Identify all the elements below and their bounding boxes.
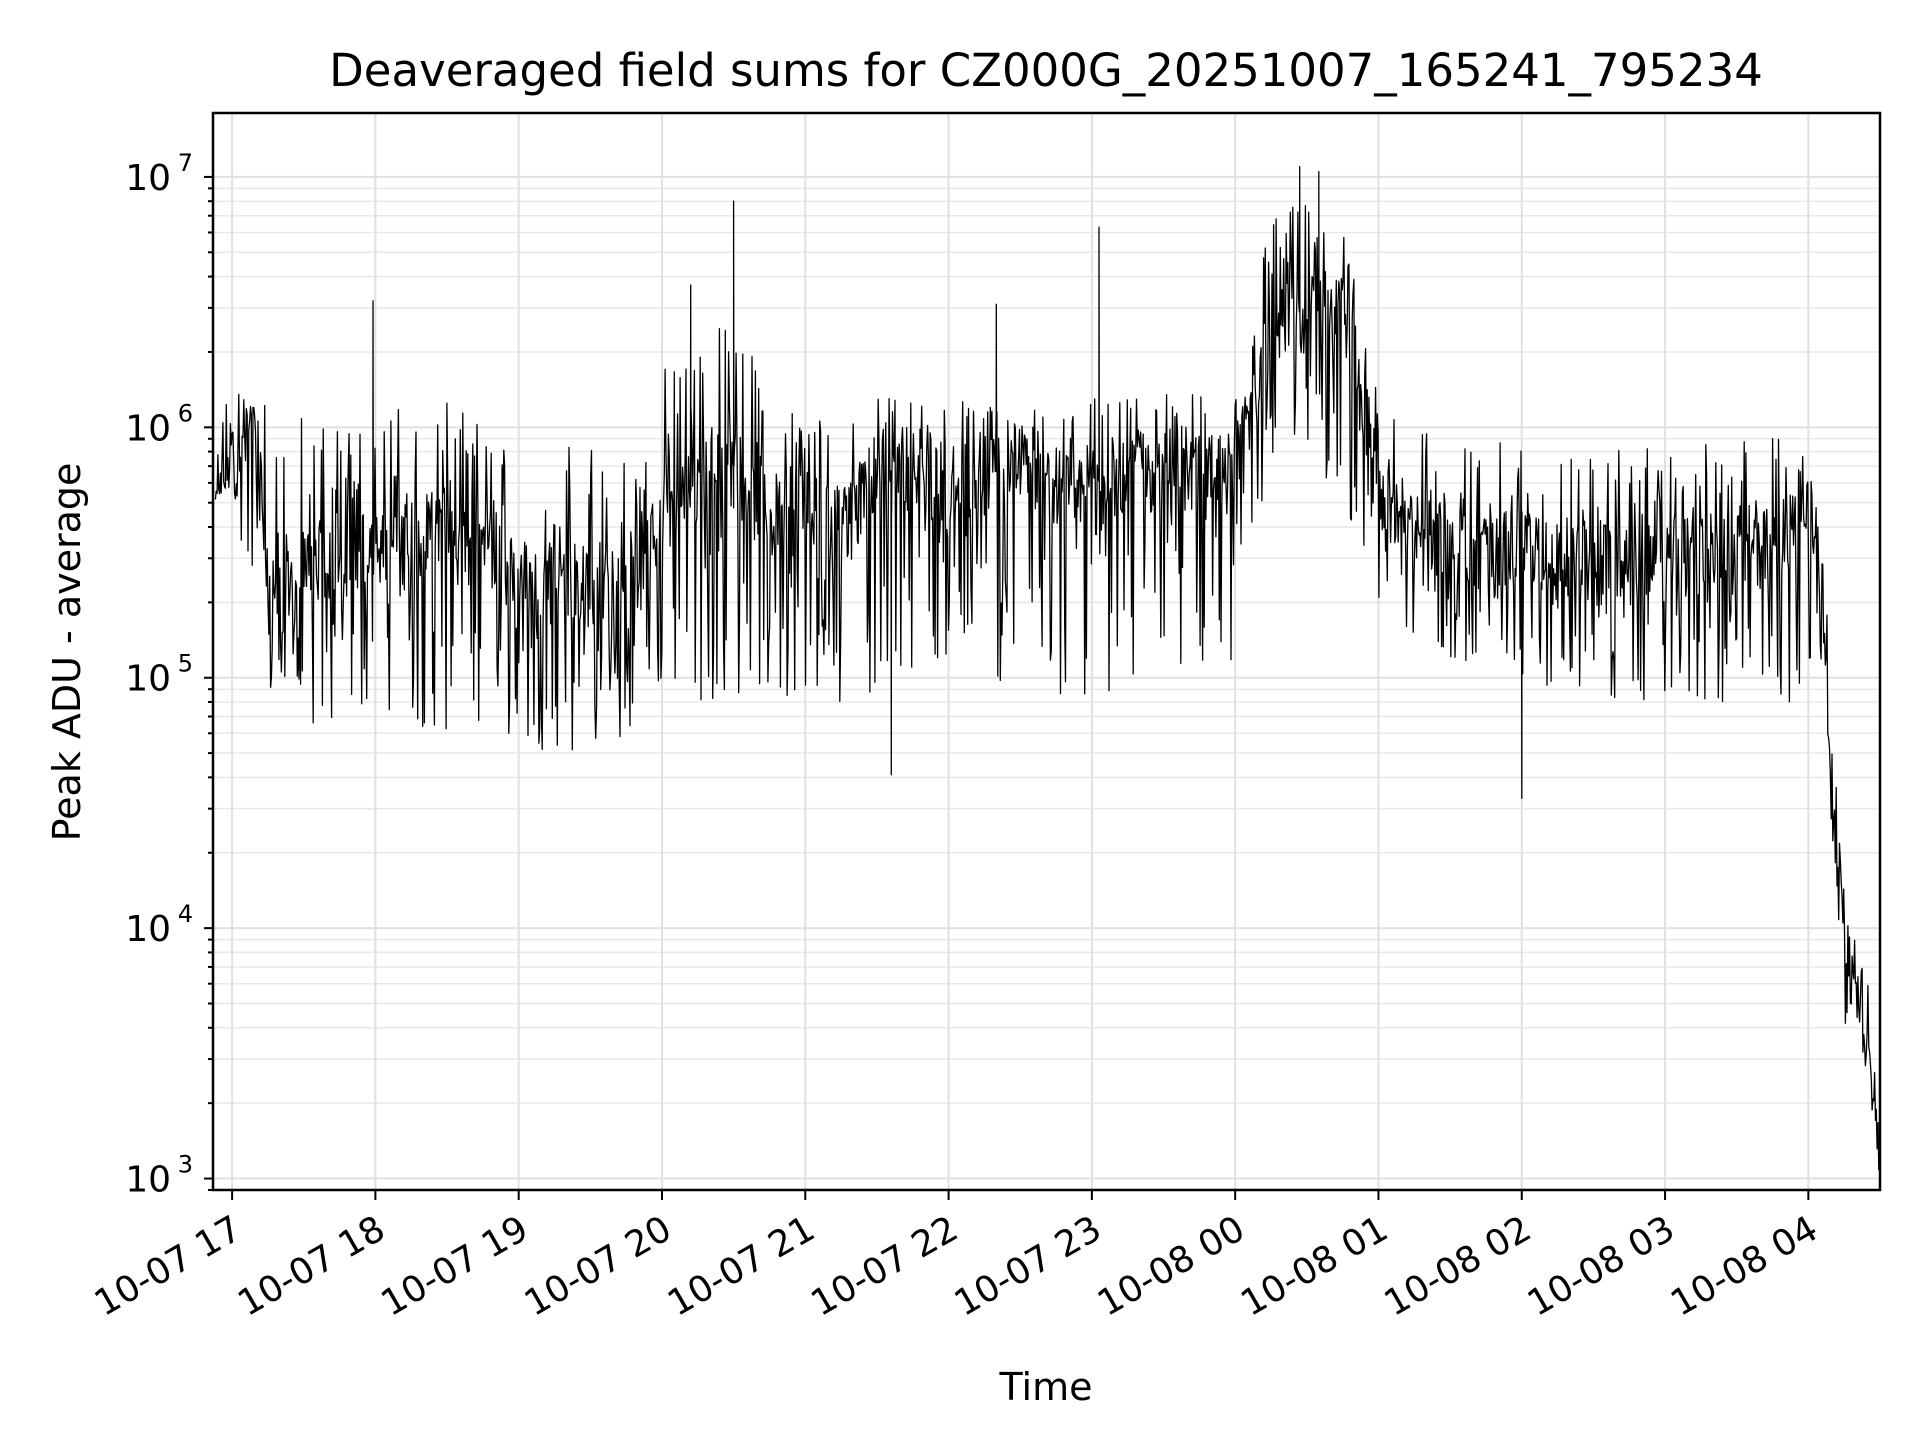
x-tick-label: 10-08 03 (1521, 1208, 1682, 1324)
x-tick-label: 10-07 23 (948, 1208, 1109, 1324)
series-line (214, 165, 1881, 1171)
chart-title: Deaveraged field sums for CZ000G_2025100… (329, 44, 1763, 97)
y-tick-exponent: 5 (178, 650, 193, 678)
x-tick-label: 10-07 18 (231, 1208, 392, 1324)
y-tick-exponent: 3 (178, 1151, 193, 1179)
y-axis-label: Peak ADU - average (45, 463, 89, 842)
y-tick-label: 10 (125, 158, 171, 199)
x-tick-label: 10-07 21 (661, 1208, 822, 1324)
x-tick-label: 10-07 20 (518, 1208, 679, 1324)
grid (213, 113, 1880, 1191)
x-tick-label: 10-08 00 (1091, 1208, 1252, 1324)
x-tick-label: 10-07 22 (804, 1208, 965, 1324)
y-tick-label: 10 (125, 909, 171, 950)
y-tick-exponent: 6 (178, 399, 193, 427)
x-axis-label: Time (999, 1365, 1093, 1409)
x-tick-label: 10-08 01 (1234, 1208, 1395, 1324)
x-tick-label: 10-07 19 (375, 1208, 536, 1324)
y-tick-exponent: 7 (178, 149, 193, 177)
y-tick-exponent: 4 (178, 900, 193, 928)
x-tick-label: 10-08 04 (1664, 1208, 1825, 1324)
y-tick-label: 10 (125, 408, 171, 449)
series-layer (214, 165, 1881, 1171)
y-tick-label: 10 (125, 1160, 171, 1201)
x-tick-label: 10-07 17 (88, 1208, 249, 1324)
plot-frame (211, 111, 1882, 1192)
x-tick-label: 10-08 02 (1378, 1208, 1539, 1324)
y-tick-label: 10 (125, 659, 171, 700)
